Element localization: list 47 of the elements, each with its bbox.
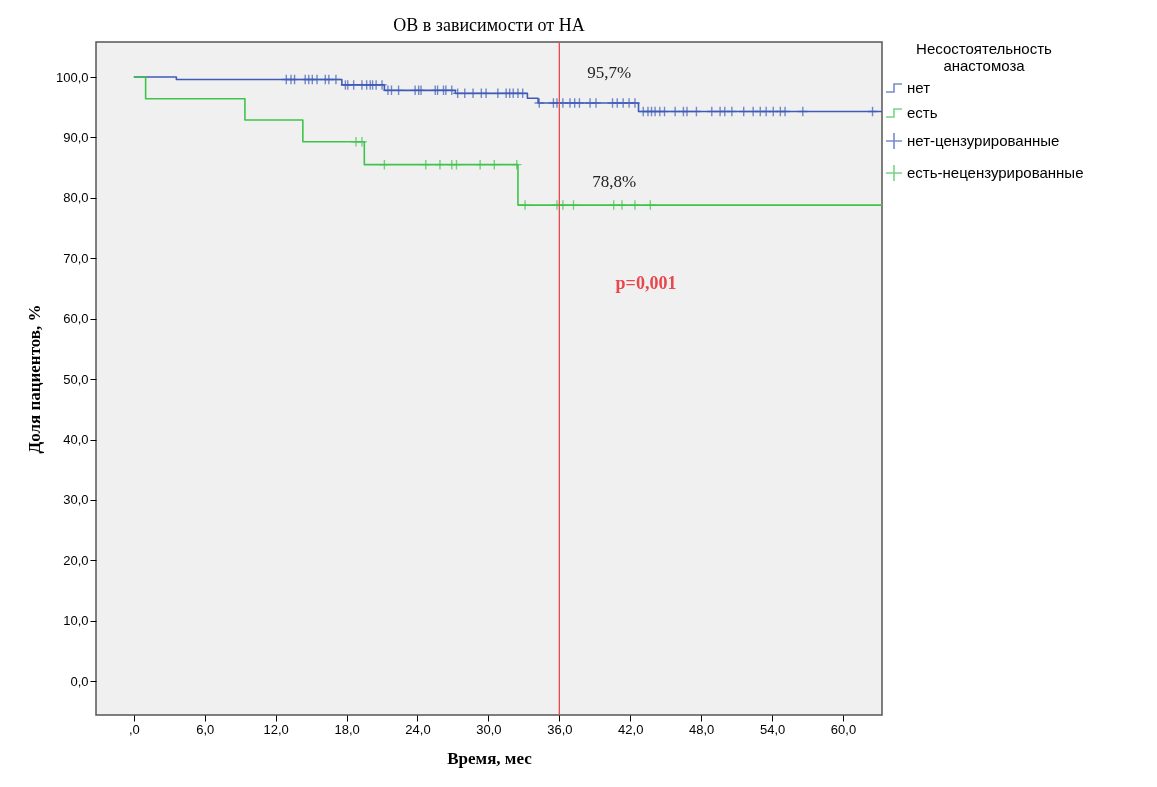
legend-label: есть — [907, 104, 938, 121]
x-tick-label: 60,0 — [830, 721, 857, 737]
y-tick-label: 0,0 — [70, 673, 89, 689]
y-axis-title: Доля пациентов, % — [24, 304, 44, 454]
legend-label: есть-нецензурированные — [907, 164, 1084, 181]
point — [511, 159, 523, 171]
annotation: 95,7% — [587, 63, 632, 83]
point — [474, 159, 486, 171]
x-tick-label: 48,0 — [689, 721, 715, 737]
x-axis-title: Время, мес — [447, 748, 533, 768]
point — [644, 199, 656, 211]
legend-label: нет-цензурированные — [907, 132, 1060, 149]
y-tick-label: 80,0 — [63, 190, 89, 206]
x-tick-label: 54,0 — [759, 721, 786, 737]
y-tick-label: 90,0 — [63, 129, 89, 145]
point — [451, 159, 462, 171]
point — [434, 159, 446, 171]
x-tick-label: 24,0 — [405, 721, 431, 737]
y-tick-label: 60,0 — [63, 311, 89, 327]
legend-label: нет — [907, 79, 931, 96]
x-tick-label: 12,0 — [263, 721, 289, 737]
y-tick-label: 10,0 — [63, 613, 89, 629]
point — [557, 199, 569, 211]
point — [629, 199, 641, 211]
x-tick-label: 42,0 — [618, 721, 644, 737]
x-tick-label: 18,0 — [334, 721, 360, 737]
point — [519, 199, 531, 211]
y-tick-label: 30,0 — [63, 492, 89, 508]
x-tick-label: 6,0 — [196, 721, 215, 737]
x-tick-label: ,0 — [128, 721, 140, 737]
point — [616, 199, 628, 211]
y-tick-label: 50,0 — [63, 371, 89, 387]
point — [378, 159, 390, 171]
legend-title: Несостоятельность анастомоза — [916, 40, 1053, 74]
chart-title: ОВ в зависимости от НА — [393, 15, 585, 36]
x-tick-label: 36,0 — [547, 721, 573, 737]
x-tick-label: 30,0 — [476, 721, 502, 737]
point — [568, 199, 579, 211]
y-tick-label: 40,0 — [63, 432, 89, 448]
y-tick-label: 100,0 — [55, 69, 89, 85]
annotation: 78,8% — [592, 172, 637, 192]
y-tick-label: 70,0 — [63, 250, 89, 266]
point — [420, 159, 432, 171]
y-tick-label: 20,0 — [63, 552, 89, 568]
annotation: p=0,001 — [615, 273, 677, 293]
point — [488, 159, 500, 171]
point — [356, 136, 368, 148]
